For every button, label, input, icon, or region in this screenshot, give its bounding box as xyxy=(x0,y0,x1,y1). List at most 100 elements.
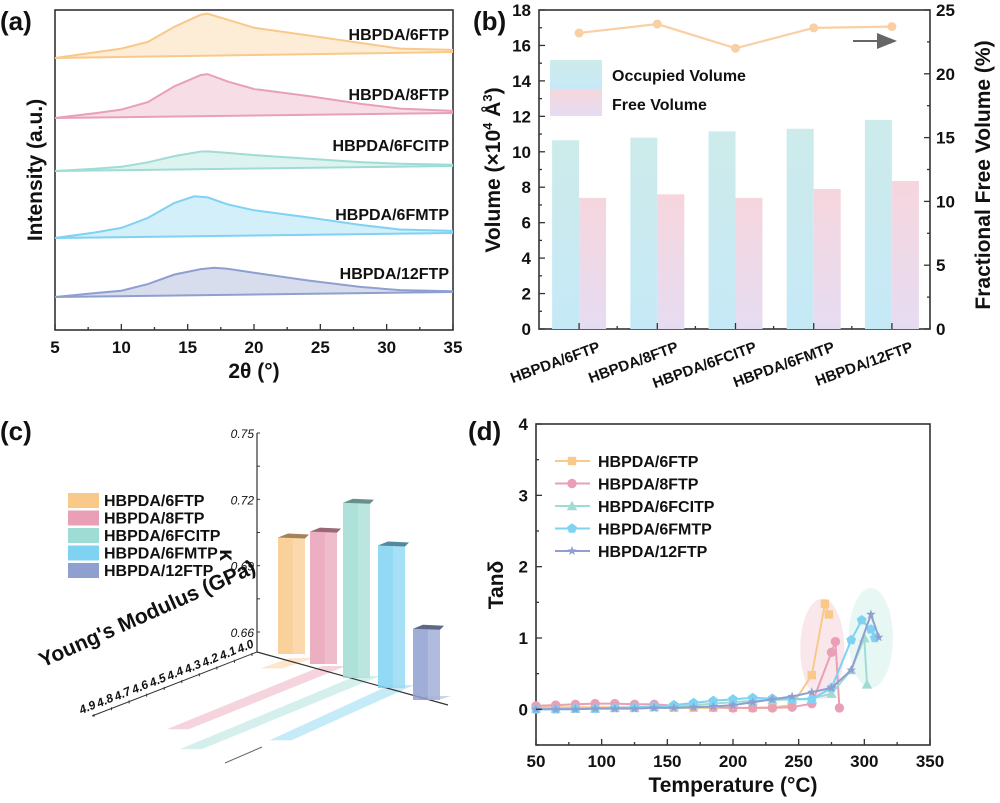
marker-6FMTP xyxy=(866,624,876,634)
panel-b-x-labels: HBPDA/6FTPHBPDA/8FTPHBPDA/6FCITPHBPDA/6F… xyxy=(508,323,931,392)
ffv-point xyxy=(574,28,584,38)
marker-12FTP xyxy=(629,703,640,713)
x-tick-label: 35 xyxy=(444,338,463,357)
marker-12FTP xyxy=(570,704,581,714)
marker-12FTP xyxy=(826,682,837,692)
legend-label-6FTP: HBPDA/6FTP xyxy=(104,493,205,510)
marker-12FTP xyxy=(728,700,738,710)
modulus-strip-6FCITP xyxy=(179,676,380,750)
legend-marker-6FCITP xyxy=(566,500,578,511)
y2-tick-label: 10 xyxy=(936,192,955,211)
y-tick-label: 12 xyxy=(512,107,531,126)
panel-label-b: (b) xyxy=(473,6,506,36)
xrd-baseline-6FTP xyxy=(54,51,454,59)
xrd-curve-12FTP xyxy=(54,266,454,298)
panel-d-y-label: Tanδ xyxy=(485,561,508,610)
x-tick-label: 5 xyxy=(50,338,59,357)
x-tick-label: 20 xyxy=(245,338,264,357)
x-tick-label: 10 xyxy=(112,338,131,357)
marker-12FTP xyxy=(590,703,600,713)
y-tick-label: 1 xyxy=(519,629,528,648)
modulus-tick-label: 4.1 xyxy=(216,643,238,663)
legend-label-12FTP: HBPDA/12FTP xyxy=(104,563,214,580)
panel-a-x-label: 2θ (°) xyxy=(228,360,279,383)
bar-free-volume xyxy=(579,197,607,329)
y2-tick-label: 0 xyxy=(936,320,945,339)
x-tick-label: 100 xyxy=(587,752,615,771)
marker-6FTP xyxy=(820,599,830,608)
y2-tick-label: 15 xyxy=(936,129,955,148)
marker-12FTP xyxy=(747,697,758,707)
marker-12FTP xyxy=(874,632,884,642)
marker-12FTP xyxy=(669,702,679,712)
marker-8FTP xyxy=(834,703,845,713)
xrd-area-8FTP xyxy=(55,74,453,118)
panel-b-ffv-line xyxy=(574,19,897,53)
legend-swatch-6FCITP xyxy=(68,528,99,543)
panel-b-bars xyxy=(552,119,919,329)
y-tick-label: 10 xyxy=(512,143,531,162)
marker-6FTP xyxy=(824,610,834,619)
bar-kappa-face-6FTP xyxy=(292,537,305,654)
bar-kappa-top-shade-6FCITP xyxy=(343,498,374,504)
y-label-sup1: 4 xyxy=(480,122,495,130)
xrd-label-8FTP: HBPDA/8FTP xyxy=(349,87,450,104)
ffv-point xyxy=(809,23,819,33)
z-tick-label: 0.66 xyxy=(231,626,255,640)
panel-a-traces: HBPDA/6FTP HBPDA/8FTP HBPDA/6FCITP HBPDA/6F… xyxy=(54,12,454,298)
bar-occupied-volume xyxy=(864,119,892,329)
modulus-strip-6FTP xyxy=(260,658,314,669)
bar-kappa-top-6FMTP xyxy=(378,541,409,547)
bar-occupied-volume xyxy=(786,128,814,329)
panel-b-y2-ticks: 0 5 10 15 20 25 xyxy=(924,1,955,339)
line-6FTP xyxy=(536,602,830,709)
xrd-area-6FTP xyxy=(55,13,453,58)
marker-8FTP xyxy=(767,703,778,713)
legend-label-8FTP: HBPDA/8FTP xyxy=(104,511,205,528)
bar-occupied-volume xyxy=(552,140,580,329)
legend-label-free: Free Volume xyxy=(612,97,707,114)
x-tick-label: 200 xyxy=(719,752,747,771)
bar-occupied-volume xyxy=(630,137,658,329)
bar-kappa-12FTP xyxy=(413,628,440,700)
legend-label-occupied: Occupied Volume xyxy=(612,68,746,85)
modulus-strip-8FTP xyxy=(166,666,346,730)
legend-label-6FCITP: HBPDA/6FCITP xyxy=(598,499,715,516)
legend-marker-8FTP xyxy=(567,478,577,489)
y-label-mid: Å xyxy=(481,102,505,123)
z-tick-label: 0.69 xyxy=(231,560,255,574)
marker-12FTP xyxy=(866,609,876,619)
bar-kappa-top-shade-6FTP xyxy=(278,533,309,539)
xrd-curve-8FTP xyxy=(54,73,454,119)
xrd-label-6FCITP: HBPDA/6FCITP xyxy=(333,138,450,155)
x-tick-label: 50 xyxy=(527,752,546,771)
legend-label-6FMTP: HBPDA/6FMTP xyxy=(104,546,218,563)
x-tick-label: 30 xyxy=(377,338,396,357)
modulus-tick-label: 4.3 xyxy=(181,657,203,677)
panel-d-x-ticks: 50 100 150 200 250 300 350 xyxy=(527,739,944,771)
y2-tick-label: 5 xyxy=(936,256,945,275)
xrd-label-6FTP: HBPDA/6FTP xyxy=(349,27,450,44)
panel-d-series xyxy=(530,599,884,714)
bar-kappa-8FTP xyxy=(310,531,337,664)
bar-kappa-top-6FCITP xyxy=(343,498,374,504)
y-tick-label: 2 xyxy=(522,285,531,304)
xrd-baseline-8FTP xyxy=(54,112,454,119)
x-tick-label: 25 xyxy=(311,338,330,357)
y-label-post: ) xyxy=(482,87,505,94)
legend-marker-12FTP xyxy=(567,546,577,555)
z-tick-label: 0.75 xyxy=(231,427,255,441)
y-tick-label: 2 xyxy=(519,558,528,577)
marker-12FTP xyxy=(610,703,620,713)
bar-kappa-6FCITP xyxy=(343,502,370,678)
panel-b-y-label: Volume (×104 Å3) xyxy=(480,87,505,252)
xrd-curve-6FTP xyxy=(54,12,454,59)
bar-kappa-top-8FTP xyxy=(310,527,341,533)
y-tick-label: 16 xyxy=(512,36,531,55)
xrd-baseline-6FCITP xyxy=(54,165,454,172)
bar-kappa-face-6FMTP xyxy=(392,545,405,688)
marker-8FTP xyxy=(826,647,837,657)
modulus-tick-label: 4.0 xyxy=(234,636,256,656)
legend-label-6FMTP: HBPDA/6FMTP xyxy=(598,522,712,539)
modulus-axis xyxy=(91,651,258,717)
